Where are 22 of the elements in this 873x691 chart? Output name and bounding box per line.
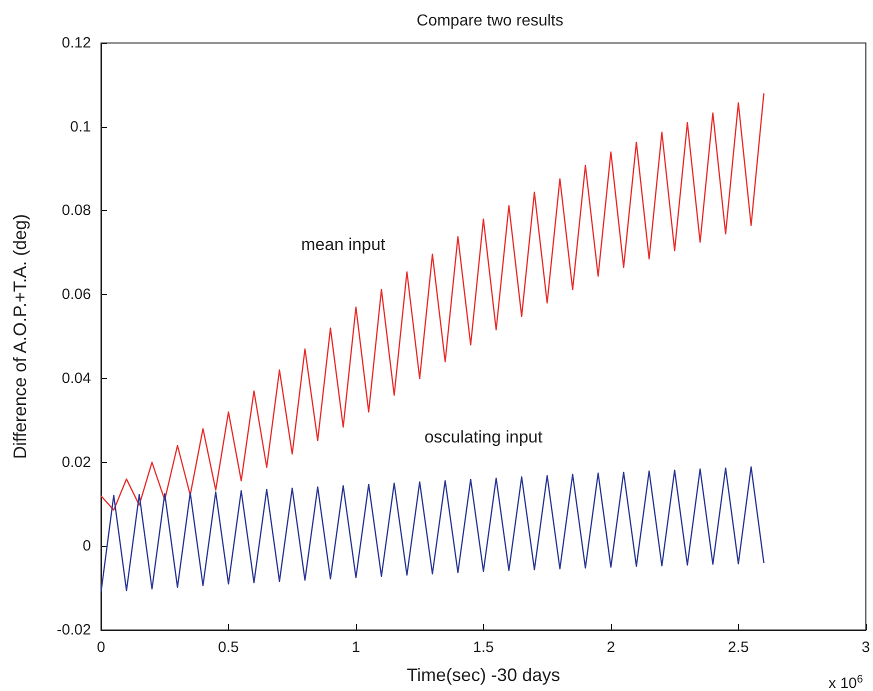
x-tick-label: 0.5 — [218, 639, 239, 656]
x-axis-title: Time(sec) -30 days — [406, 665, 560, 685]
y-tick-label: 0.1 — [70, 118, 91, 136]
x-tick-label: 2.5 — [728, 639, 749, 656]
x-tick-label: 2 — [606, 639, 616, 656]
y-tick-label: -0.02 — [56, 622, 91, 638]
series-label: osculating input — [424, 428, 543, 447]
x-tick-label: 1.5 — [472, 639, 494, 656]
y-tick-label: 0.12 — [62, 34, 91, 52]
y-tick-label: 0 — [82, 538, 91, 555]
y-axis-title: Difference of A.O.P.+T.A. (deg) — [10, 214, 30, 459]
y-tick-label: 0.06 — [62, 286, 91, 304]
y-tick-label: 0.08 — [62, 202, 91, 220]
x-tick-label: 3 — [862, 639, 870, 656]
chart-title: Compare two results — [416, 12, 564, 30]
x-tick-label: 1 — [352, 639, 360, 656]
y-tick-label: 0.02 — [62, 454, 91, 471]
y-tick-label: 0.04 — [62, 370, 91, 387]
line-series — [100, 92, 764, 511]
series-label: mean input — [301, 234, 386, 254]
line-series — [100, 466, 764, 593]
x-tick-label: 0 — [96, 639, 106, 656]
